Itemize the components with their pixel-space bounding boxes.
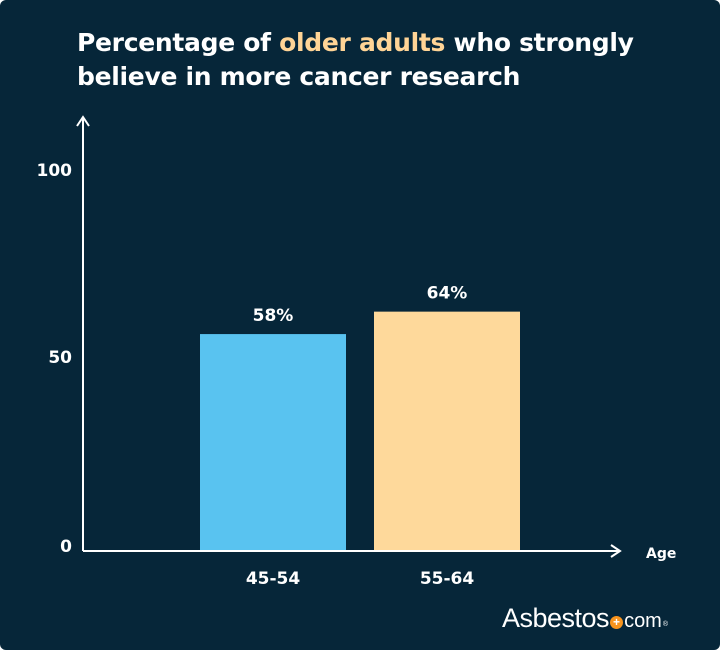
x-tick-label-55-64: 55-64 xyxy=(420,569,475,589)
plus-icon: + xyxy=(610,615,624,629)
y-tick-label-0: 0 xyxy=(60,537,72,557)
x-axis-arrow-icon xyxy=(610,544,622,558)
logo-name: Asbestos xyxy=(502,602,610,633)
registered-mark: ® xyxy=(662,620,669,628)
logo-suffix: com xyxy=(624,609,662,632)
asbestos-logo: Asbestos + com ® xyxy=(502,603,668,633)
title-text-start: Percentage of xyxy=(77,28,280,57)
x-axis-label: Age xyxy=(646,546,676,562)
bar-45-54 xyxy=(200,334,346,551)
y-tick-label-100: 100 xyxy=(37,161,73,181)
title-highlight: older adults xyxy=(279,28,446,57)
y-tick-label-50: 50 xyxy=(48,348,72,368)
bar-55-64 xyxy=(374,311,520,551)
data-label-45-54: 58% xyxy=(253,306,294,326)
y-axis-arrow-icon xyxy=(76,115,90,127)
x-tick-label-45-54: 45-54 xyxy=(246,569,301,589)
data-label-55-64: 64% xyxy=(427,284,468,304)
chart-title: Percentage of older adults who strongly … xyxy=(77,26,677,94)
title-text-end: who strongly believe in more cancer rese… xyxy=(77,28,634,91)
